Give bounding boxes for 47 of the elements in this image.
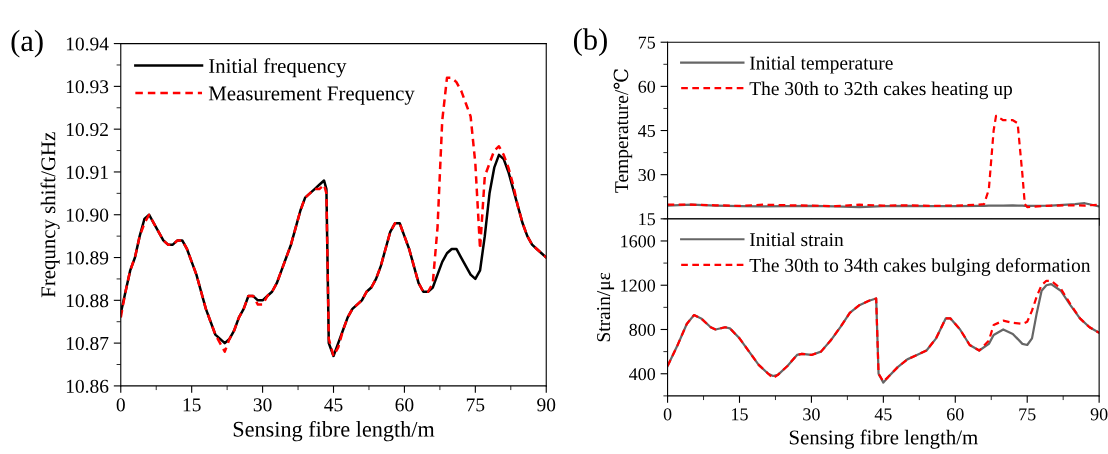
- y-tick-label: 45: [638, 124, 656, 137]
- x-tick-label: 90: [537, 398, 556, 412]
- x-tick-label: 0: [663, 408, 672, 421]
- legend-label: Initial frequency: [209, 58, 347, 78]
- x-tick-label: 30: [253, 398, 272, 412]
- y-tick-label: 75: [638, 36, 656, 49]
- y-tick-label: 30: [638, 168, 656, 182]
- y-axis-title: Temperature/℃: [613, 69, 633, 193]
- x-tick-label: 60: [395, 398, 414, 412]
- y-tick-label: 60: [638, 80, 656, 93]
- y-tick-label: 10.92: [66, 122, 108, 137]
- x-tick-label: 45: [874, 408, 892, 421]
- y-tick-label: 10.93: [66, 80, 109, 94]
- x-tick-label: 0: [116, 398, 125, 412]
- x-axis-title: Sensing fibre length/m: [233, 420, 435, 442]
- x-tick-label: 90: [1090, 408, 1108, 421]
- y-tick-label: 10.94: [66, 37, 109, 51]
- x-tick-label: 45: [324, 398, 343, 412]
- legend-label: Initial strain: [749, 232, 844, 247]
- line-series: [120, 76, 547, 358]
- y-tick-label: 800: [629, 323, 656, 336]
- y-tick-label: 400: [629, 368, 656, 381]
- y-axis-title: Frequncy shift/GHz: [40, 132, 60, 298]
- x-tick-label: 60: [947, 408, 964, 421]
- text: (a): [11, 29, 43, 58]
- y-tick-label: 1600: [621, 235, 656, 248]
- y-tick-label: 15: [639, 213, 656, 226]
- y-tick-label: 10.90: [66, 208, 109, 222]
- text: (b): [573, 28, 607, 57]
- x-axis-title: Sensing fibre length/m: [789, 429, 978, 449]
- x-tick-label: 75: [466, 398, 485, 412]
- y-tick-label: 10.88: [66, 294, 109, 308]
- line-series: [667, 114, 1100, 209]
- legend-label: The 30th to 32th cakes heating up: [749, 81, 1012, 100]
- y-tick-label: 10.91: [66, 165, 108, 179]
- y-tick-label: 10.86: [66, 379, 109, 393]
- y-tick-label: 1200: [621, 279, 656, 292]
- x-tick-label: 15: [183, 398, 201, 412]
- legend-label: Initial temperature: [749, 55, 893, 74]
- y-tick-label: 10.87: [66, 336, 109, 351]
- legend-label: The 30th to 34th cakes bulging deformation: [749, 257, 1091, 276]
- y-axis-title: Strain/με: [597, 272, 615, 342]
- legend-label: Measurement Frequency: [208, 86, 415, 105]
- x-tick-label: 75: [1019, 408, 1036, 421]
- y-tick-label: 10.89: [66, 251, 109, 265]
- x-tick-label: 15: [732, 408, 748, 421]
- x-tick-label: 30: [803, 408, 820, 421]
